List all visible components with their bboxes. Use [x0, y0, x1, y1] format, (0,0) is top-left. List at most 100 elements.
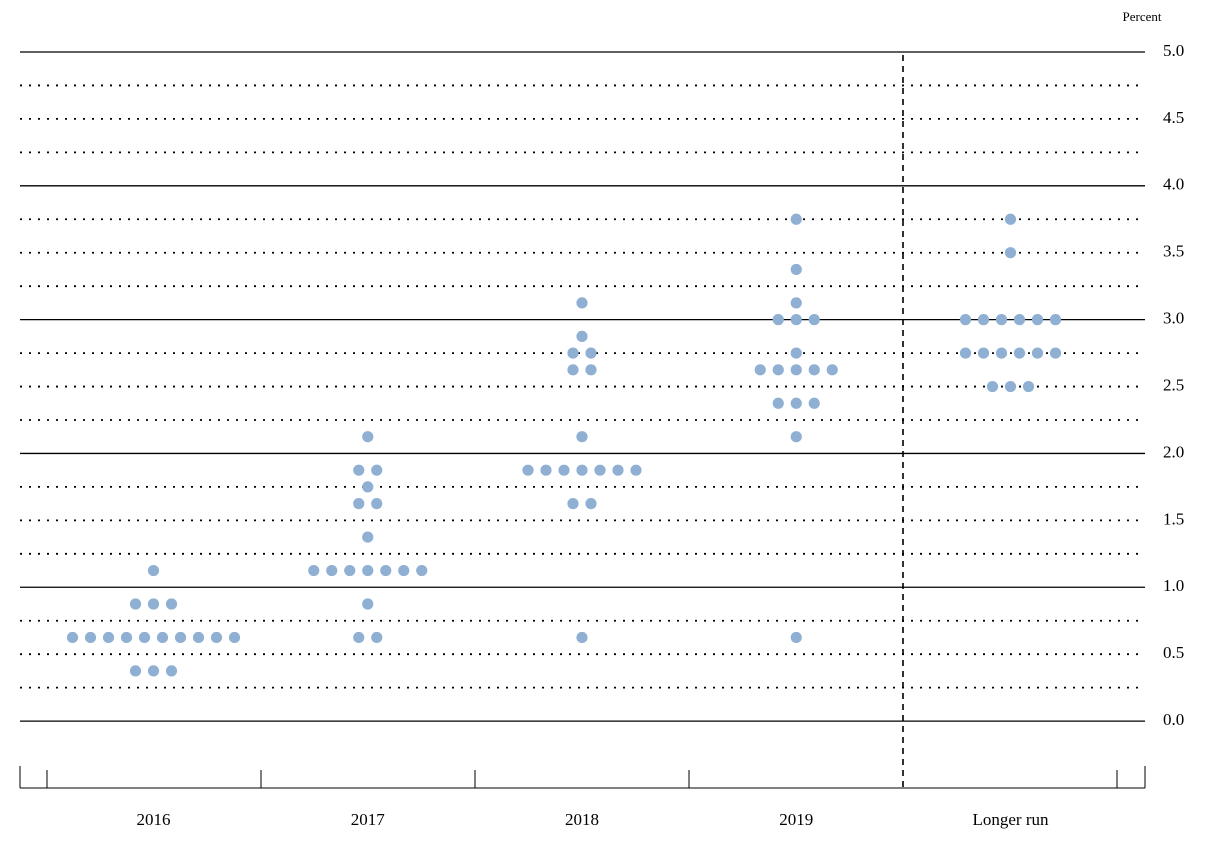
dot	[120, 631, 133, 644]
dot	[959, 314, 972, 326]
dot	[129, 598, 142, 610]
dot	[1031, 314, 1044, 326]
y-tick-label: 3.0	[1163, 309, 1184, 328]
dot	[210, 631, 223, 644]
dot	[1013, 314, 1026, 326]
dot	[594, 464, 606, 476]
dot	[228, 631, 241, 644]
dot	[362, 598, 374, 610]
dot	[174, 631, 187, 644]
x-axis-ticks	[19, 766, 1146, 788]
dot	[772, 397, 784, 409]
y-tick-label: 1.5	[1163, 509, 1184, 528]
dot	[808, 397, 820, 409]
x-tick-label: 2019	[779, 810, 813, 829]
dot	[371, 631, 383, 644]
y-tick-label: 4.0	[1163, 175, 1184, 194]
dot	[576, 330, 588, 342]
dot	[353, 498, 365, 510]
y-tick-label: 0.0	[1163, 710, 1184, 729]
x-tick-label: 2016	[137, 810, 171, 829]
dot	[353, 464, 365, 476]
dot	[1004, 213, 1017, 225]
y-tick-label: 5.0	[1163, 41, 1184, 60]
dot	[995, 314, 1008, 326]
dot	[754, 364, 766, 376]
dot	[612, 464, 624, 476]
dot	[1013, 347, 1026, 359]
dot	[826, 364, 838, 376]
dot	[371, 498, 383, 510]
dot	[790, 397, 802, 409]
dot	[147, 564, 160, 577]
x-tick-label: 2017	[351, 810, 386, 829]
dot	[353, 631, 365, 644]
dot	[585, 498, 597, 510]
dot	[576, 464, 588, 476]
dot	[1022, 380, 1035, 393]
dot	[790, 263, 802, 276]
dot	[138, 631, 151, 644]
x-tick-label: Longer run	[972, 810, 1049, 829]
dot	[398, 564, 410, 577]
dot	[1004, 380, 1017, 393]
dot	[362, 564, 374, 577]
dot	[1049, 347, 1062, 359]
dot	[567, 347, 579, 359]
dot	[790, 631, 802, 644]
x-tick-label: 2018	[565, 810, 599, 829]
dot	[790, 213, 802, 225]
dot	[344, 564, 356, 577]
dot	[567, 364, 579, 376]
dot	[977, 314, 990, 326]
dot	[808, 364, 820, 376]
dot	[326, 564, 338, 577]
dot	[576, 631, 588, 644]
y-tick-label: 3.5	[1163, 242, 1184, 261]
y-axis-label: Percent	[1123, 9, 1162, 24]
dot	[147, 598, 160, 610]
dot	[790, 431, 802, 443]
dot	[84, 631, 97, 644]
dot	[362, 481, 374, 493]
dot	[308, 564, 320, 577]
dot	[630, 464, 642, 476]
dot	[986, 380, 999, 393]
dot	[102, 631, 115, 644]
dot	[147, 665, 160, 677]
dot	[165, 665, 178, 677]
dot	[66, 631, 79, 644]
dot	[1031, 347, 1044, 359]
dot	[790, 297, 802, 309]
dot	[540, 464, 552, 476]
y-tick-label: 4.5	[1163, 108, 1184, 127]
dot	[1049, 314, 1062, 326]
dot	[380, 564, 392, 577]
y-tick-label: 2.0	[1163, 442, 1184, 461]
dot	[772, 314, 784, 326]
dot	[129, 665, 142, 677]
dot	[371, 464, 383, 476]
dot	[790, 314, 802, 326]
dot	[165, 598, 178, 610]
dot	[576, 431, 588, 443]
dot	[576, 297, 588, 309]
dot	[522, 464, 534, 476]
dot	[585, 347, 597, 359]
y-tick-label: 1.0	[1163, 576, 1184, 595]
dot	[567, 498, 579, 510]
dot	[977, 347, 990, 359]
dot	[558, 464, 570, 476]
dot	[192, 631, 205, 644]
dot	[790, 347, 802, 359]
dot	[959, 347, 972, 359]
dot	[156, 631, 169, 644]
y-tick-label: 0.5	[1163, 643, 1184, 662]
dot	[362, 531, 374, 543]
y-tick-label: 2.5	[1163, 375, 1184, 394]
dot	[790, 364, 802, 376]
dot	[585, 364, 597, 376]
dot	[995, 347, 1008, 359]
